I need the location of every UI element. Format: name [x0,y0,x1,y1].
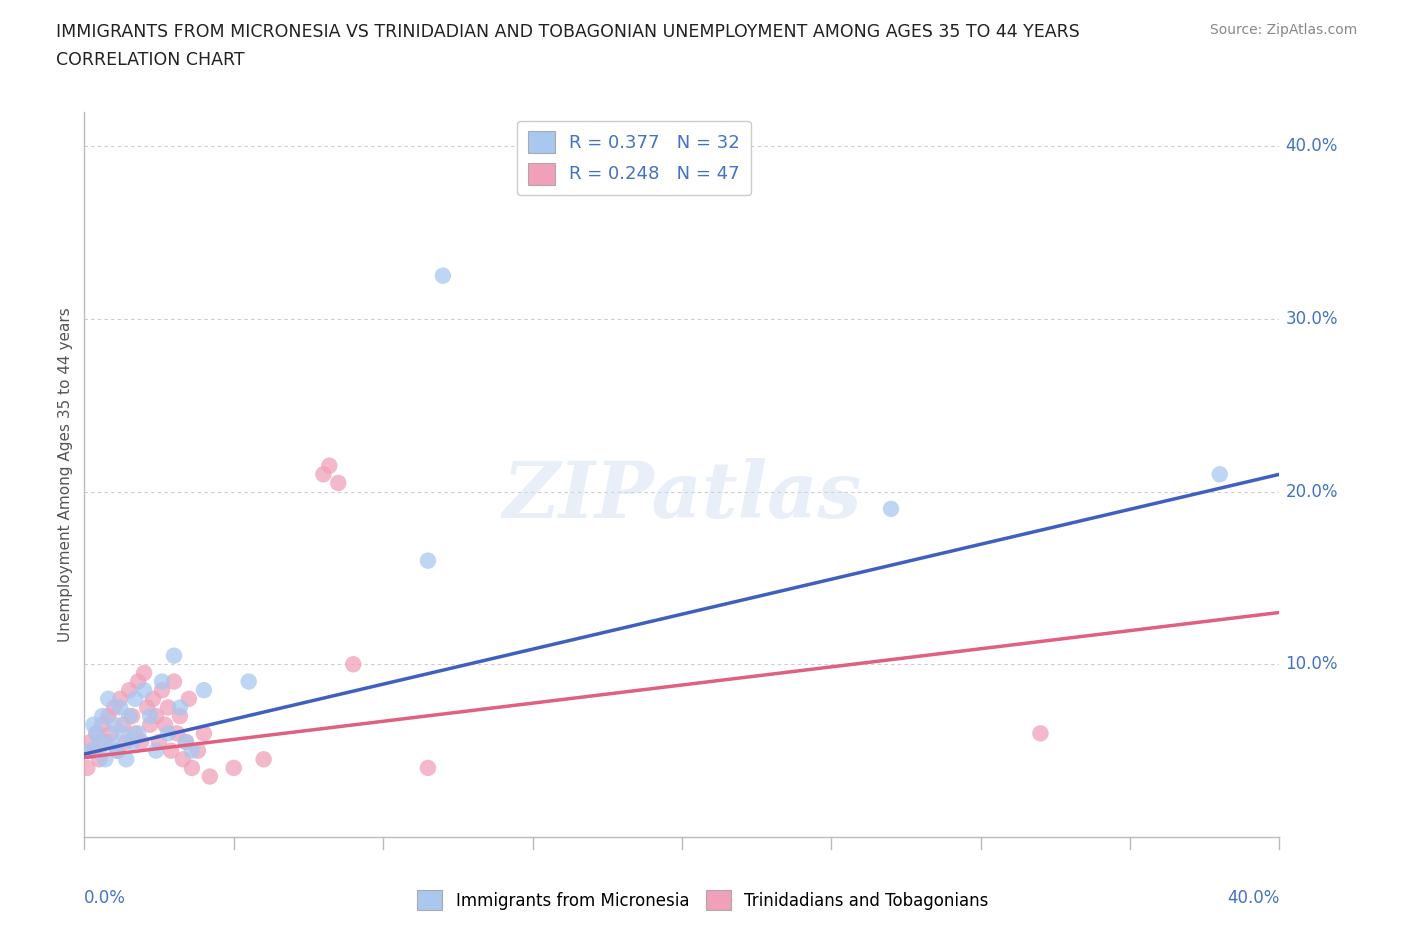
Text: 40.0%: 40.0% [1285,137,1339,155]
Point [136,700,159,715]
Point [132,683,156,698]
Point [139,709,162,724]
Text: 40.0%: 40.0% [1227,889,1279,907]
Text: 30.0%: 30.0% [1285,310,1339,328]
Point [124,691,146,706]
Point [150,674,173,689]
Point [89,735,111,750]
Point [416,553,439,568]
Point [79,735,101,750]
Point [432,268,454,283]
Point [163,648,186,663]
Legend: Immigrants from Micronesia, Trinidadians and Tobagonians: Immigrants from Micronesia, Trinidadians… [411,884,995,917]
Point [177,691,200,706]
Point [1209,467,1232,482]
Point [118,683,141,698]
Point [193,726,215,741]
Point [160,743,183,758]
Point [97,691,120,706]
Point [145,709,167,724]
Point [328,475,350,490]
Y-axis label: Unemployment Among Ages 35 to 44 years: Unemployment Among Ages 35 to 44 years [58,307,73,642]
Point [103,700,125,715]
Point [76,761,98,776]
Point [100,726,122,741]
Point [145,743,167,758]
Point [312,467,335,482]
Point [97,709,120,724]
Point [82,717,104,732]
Point [132,666,156,681]
Point [86,726,108,741]
Point [157,700,180,715]
Point [157,726,180,741]
Text: 20.0%: 20.0% [1285,483,1339,500]
Point [112,726,135,741]
Point [121,735,143,750]
Point [94,751,117,766]
Point [142,691,165,706]
Point [174,735,197,750]
Point [166,726,188,741]
Point [124,726,146,741]
Point [181,743,204,758]
Point [91,717,114,732]
Point [187,743,209,758]
Point [150,683,173,698]
Point [318,458,340,473]
Point [222,761,245,776]
Point [193,683,215,698]
Point [169,700,191,715]
Point [129,735,152,750]
Text: CORRELATION CHART: CORRELATION CHART [56,51,245,69]
Point [127,674,149,689]
Point [82,743,104,758]
Point [100,735,122,750]
Point [86,726,108,741]
Point [163,674,186,689]
Point [105,743,128,758]
Point [110,691,132,706]
Point [89,751,111,766]
Point [118,709,141,724]
Legend: R = 0.377   N = 32, R = 0.248   N = 47: R = 0.377 N = 32, R = 0.248 N = 47 [517,121,751,195]
Point [198,769,221,784]
Point [105,743,128,758]
Point [115,735,138,750]
Point [238,674,260,689]
Point [1029,726,1052,741]
Text: IMMIGRANTS FROM MICRONESIA VS TRINIDADIAN AND TOBAGONIAN UNEMPLOYMENT AMONG AGES: IMMIGRANTS FROM MICRONESIA VS TRINIDADIA… [56,23,1080,41]
Point [342,657,364,671]
Point [115,751,138,766]
Point [112,717,135,732]
Point [79,743,101,758]
Point [416,761,439,776]
Point [110,700,132,715]
Point [153,717,176,732]
Point [181,761,204,776]
Point [169,709,191,724]
Text: 0.0%: 0.0% [84,889,127,907]
Point [174,735,197,750]
Text: ZIPatlas: ZIPatlas [502,458,862,535]
Text: 10.0%: 10.0% [1285,656,1339,673]
Point [103,717,125,732]
Point [127,726,149,741]
Point [94,735,117,750]
Point [253,751,276,766]
Point [91,709,114,724]
Point [139,717,162,732]
Point [121,709,143,724]
Point [148,735,170,750]
Point [172,751,194,766]
Point [880,501,903,516]
Text: Source: ZipAtlas.com: Source: ZipAtlas.com [1209,23,1357,37]
